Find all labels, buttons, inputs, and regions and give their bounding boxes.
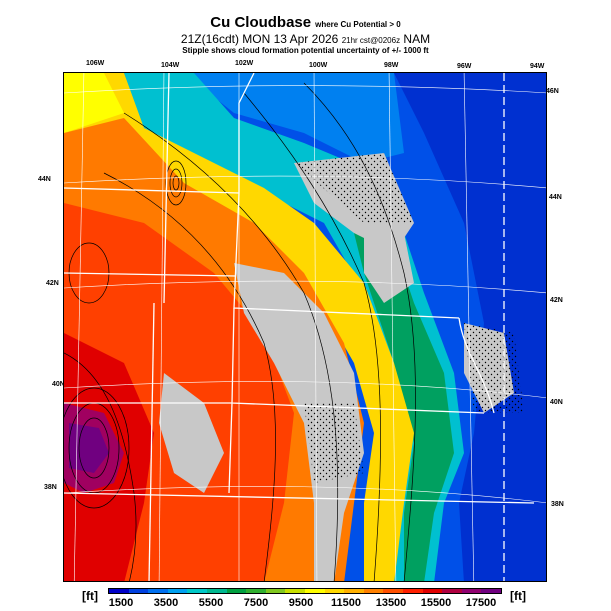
- no-cu-area-east: [364, 223, 414, 303]
- lat-label-left-38n: 38N: [44, 484, 57, 491]
- colorbar-swatch: [442, 589, 462, 593]
- colorbar-swatch: [167, 589, 188, 593]
- map-canvas: [64, 73, 546, 581]
- colorbar-unit-left: [ft]: [82, 589, 98, 603]
- stipple-note: Stipple shows cloud formation potential …: [182, 46, 429, 55]
- colorbar-tick-label: 13500: [375, 597, 407, 609]
- colorbar-swatch: [304, 589, 325, 593]
- terrain-contours: [64, 82, 416, 581]
- lon-label-94w: 94W: [530, 63, 545, 70]
- model-name: NAM: [403, 32, 431, 46]
- colorbar-tick-label: 7500: [243, 597, 269, 609]
- lon-label-102w: 102W: [235, 60, 254, 67]
- colorbar-swatch: [363, 589, 384, 593]
- colorbar-swatch: [422, 589, 443, 593]
- colorbar-swatch: [206, 589, 227, 593]
- cloudbase-map: [63, 72, 547, 582]
- colorbar-swatch: [265, 589, 286, 593]
- forecast-note: 21hr cst@0206z: [341, 36, 401, 45]
- yellow-corner: [64, 73, 124, 133]
- lat-label-right-38n: 38N: [551, 501, 564, 508]
- lon-label-98w: 98W: [384, 62, 399, 69]
- colorbar-swatch: [148, 589, 168, 593]
- lon-label-100w: 100W: [309, 62, 328, 69]
- colorbar: [108, 588, 502, 594]
- purple-core: [69, 423, 109, 473]
- colorbar-tick-label: 3500: [153, 597, 179, 609]
- lon-label-96w: 96W: [457, 63, 472, 70]
- colorbar-swatch: [246, 589, 266, 593]
- map-title: Cu Cloudbase where Cu Potential > 0: [0, 14, 611, 31]
- colorbar-tick-label: 11500: [331, 597, 361, 609]
- colorbar-swatch: [324, 589, 345, 593]
- map-subtitle: 21Z(16cdt) MON 13 Apr 2026 21hr cst@0206…: [0, 32, 611, 46]
- colorbar-swatch: [187, 589, 207, 593]
- lon-label-106w: 106W: [86, 60, 105, 67]
- valid-time: 21Z(16cdt) MON 13 Apr 2026: [180, 32, 339, 46]
- title-text: Cu Cloudbase: [210, 14, 312, 31]
- colorbar-tick-label: 17500: [465, 597, 497, 609]
- lat-label-right-46n: 46N: [546, 88, 559, 95]
- lat-label-right-40n: 40N: [550, 399, 563, 406]
- colorbar-swatch: [109, 589, 129, 593]
- colorbar-tick-label: 15500: [420, 597, 452, 609]
- colorbar-swatch: [344, 589, 364, 593]
- colorbar-swatch: [226, 589, 247, 593]
- state-borders: [64, 73, 535, 581]
- colorbar-tick-label: 9500: [288, 597, 314, 609]
- lon-label-104w: 104W: [161, 62, 180, 69]
- lat-lon-grid: [64, 73, 546, 581]
- lat-label-left-44n: 44N: [38, 176, 51, 183]
- colorbar-unit-right: [ft]: [510, 589, 526, 603]
- stipple-area-north: [294, 153, 414, 223]
- colorbar-swatch: [481, 589, 501, 593]
- colorbar-tick-label: 1500: [108, 597, 134, 609]
- colorbar-swatch: [383, 589, 403, 593]
- colorbar-swatch: [128, 589, 149, 593]
- colorbar-swatch: [285, 589, 305, 593]
- lat-label-left-42n: 42N: [46, 280, 59, 287]
- lat-label-right-44n: 44N: [549, 194, 562, 201]
- stipple-area-central: [304, 403, 364, 483]
- title-note: where Cu Potential > 0: [315, 20, 401, 29]
- deep-blue-region: [394, 73, 546, 581]
- no-cu-area-central: [234, 263, 364, 581]
- green-band: [344, 193, 454, 581]
- lat-label-right-42n: 42N: [550, 297, 563, 304]
- colorbar-swatch: [402, 589, 423, 593]
- lat-label-left-40n: 40N: [52, 381, 65, 388]
- colorbar-swatch: [461, 589, 482, 593]
- colorbar-tick-label: 5500: [198, 597, 224, 609]
